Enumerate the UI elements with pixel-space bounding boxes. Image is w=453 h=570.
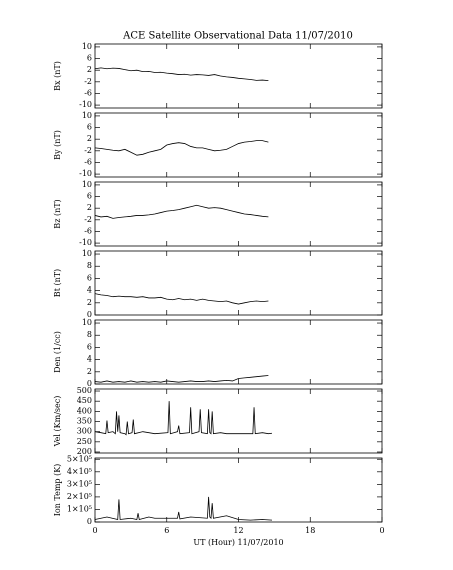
- y-tick-label: 4: [87, 355, 92, 364]
- y-tick-label: 5×10⁵: [67, 454, 92, 463]
- y-tick-label: -2: [84, 77, 92, 86]
- x-tick-label: 18: [305, 526, 315, 535]
- y-axis-label: Bz (nT): [53, 199, 62, 228]
- data-line: [94, 67, 269, 82]
- data-line: [94, 401, 273, 436]
- y-tick-label: 3×10⁵: [67, 479, 92, 488]
- y-axis-label: By (nT): [53, 130, 62, 160]
- y-tick-label: -10: [79, 238, 92, 247]
- y-tick-label: 400: [77, 406, 92, 415]
- y-axis-label: Den (1/cc): [53, 331, 62, 373]
- y-tick-label: -2: [84, 146, 92, 155]
- y-tick-label: 2: [87, 298, 92, 307]
- x-axis-label: UT (Hour) 11/07/2010: [193, 538, 283, 547]
- y-tick-label: 2: [87, 203, 92, 212]
- y-tick-label: 2: [87, 367, 92, 376]
- y-tick-label: 6: [87, 123, 92, 132]
- y-tick-label: -2: [84, 215, 92, 224]
- y-tick-label: 0: [87, 379, 92, 388]
- y-tick-label: 10: [82, 111, 92, 120]
- data-line: [94, 496, 273, 521]
- y-tick-label: 1×10⁵: [67, 504, 92, 513]
- y-tick-label: -10: [79, 169, 92, 178]
- x-tick-label: 0: [379, 526, 384, 535]
- y-tick-label: 8: [87, 261, 92, 270]
- y-tick-label: -10: [79, 100, 92, 109]
- y-tick-label: 500: [77, 386, 92, 395]
- y-tick-label: 6: [87, 273, 92, 282]
- y-tick-label: -6: [84, 226, 92, 235]
- y-tick-label: -6: [84, 88, 92, 97]
- y-axis-label: Vel (Km/sec): [53, 396, 62, 448]
- data-line: [94, 375, 269, 383]
- y-tick-label: 250: [77, 437, 92, 446]
- y-tick-label: 4: [87, 286, 92, 295]
- y-tick-label: 10: [82, 318, 92, 327]
- y-tick-label: 2×10⁵: [67, 492, 92, 501]
- y-tick-label: 2: [87, 65, 92, 74]
- y-tick-label: 4×10⁵: [67, 467, 92, 476]
- y-axis-label: Ion Temp (K): [53, 464, 62, 517]
- y-axis-label: Bx (nT): [53, 61, 62, 91]
- x-tick-label: 0: [92, 526, 97, 535]
- data-line: [94, 293, 269, 305]
- y-tick-label: 6: [87, 54, 92, 63]
- y-tick-label: 8: [87, 330, 92, 339]
- y-tick-label: 10: [82, 42, 92, 51]
- y-tick-label: 0: [87, 310, 92, 319]
- y-tick-label: 300: [77, 427, 92, 436]
- y-tick-label: 6: [87, 342, 92, 351]
- y-tick-label: 200: [77, 447, 92, 456]
- y-axis-label: Bt (nT): [53, 269, 62, 297]
- chart-title: ACE Satellite Observational Data 11/07/2…: [122, 31, 353, 42]
- y-tick-label: 0: [87, 517, 92, 526]
- y-tick-label: 450: [77, 396, 92, 405]
- y-tick-label: -6: [84, 157, 92, 166]
- data-line: [94, 140, 269, 156]
- y-tick-label: 10: [82, 249, 92, 258]
- x-tick-label: 12: [233, 526, 243, 535]
- y-tick-label: 2: [87, 134, 92, 143]
- y-tick-label: 10: [82, 180, 92, 189]
- y-tick-label: 6: [87, 192, 92, 201]
- data-line: [94, 204, 269, 219]
- y-tick-label: 350: [77, 417, 92, 426]
- x-tick-label: 6: [164, 526, 169, 535]
